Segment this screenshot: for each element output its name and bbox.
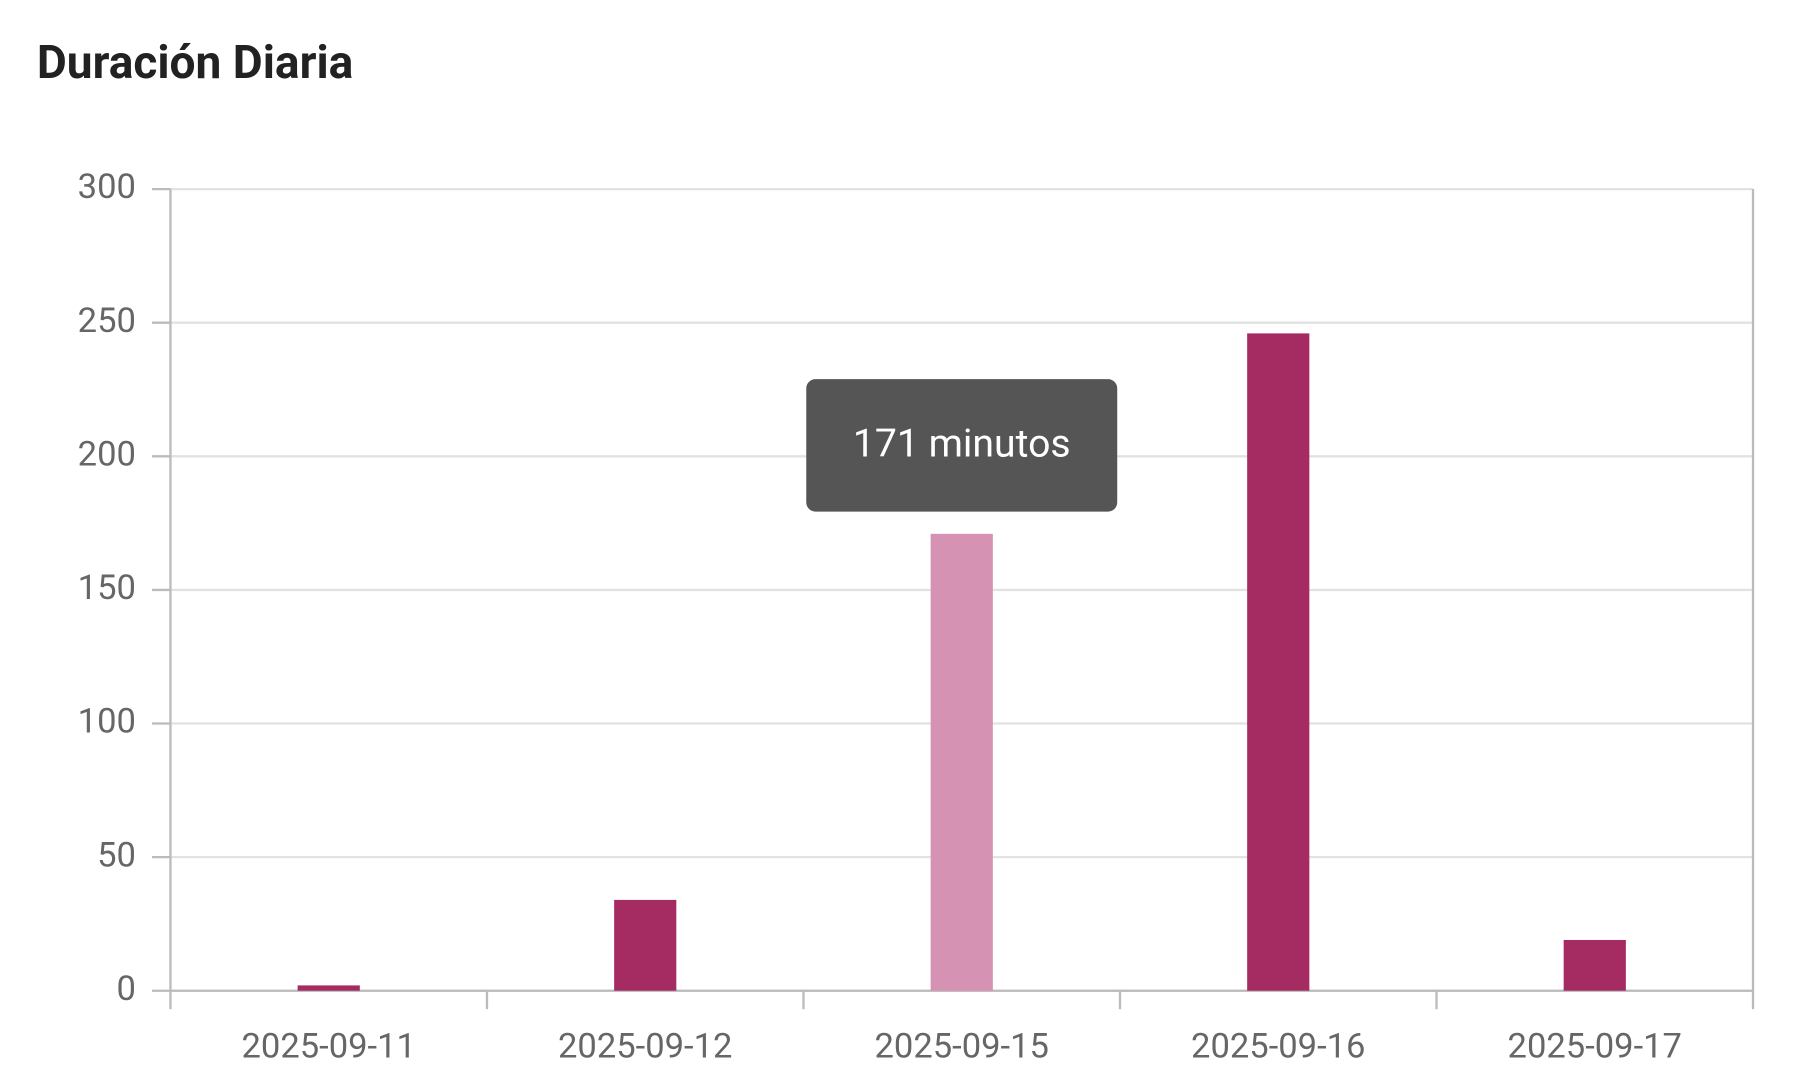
x-tick-label: 2025-09-16 [1191, 1026, 1365, 1066]
x-tick-label: 2025-09-12 [558, 1026, 732, 1066]
x-tick-label: 2025-09-15 [875, 1026, 1049, 1066]
x-tick-label: 2025-09-11 [242, 1026, 416, 1066]
x-tick-label: 2025-09-17 [1508, 1026, 1682, 1066]
tooltip-text: 171 minutos [853, 420, 1071, 466]
y-tick-label: 100 [78, 702, 136, 742]
bar [614, 899, 677, 991]
bar [930, 533, 993, 991]
y-tick-label: 0 [116, 969, 135, 1009]
bar [1563, 939, 1626, 991]
y-tick-label: 50 [97, 835, 136, 875]
bar [1247, 333, 1310, 991]
tooltip: 171 minutos [806, 379, 1118, 512]
y-tick-label: 300 [78, 167, 136, 207]
bar [297, 985, 360, 991]
y-tick-label: 200 [78, 434, 136, 474]
tooltip-box [806, 379, 1118, 512]
y-tick-label: 250 [78, 301, 136, 341]
chart-title: Duración Diaria [37, 36, 353, 90]
y-tick-label: 150 [78, 568, 136, 608]
